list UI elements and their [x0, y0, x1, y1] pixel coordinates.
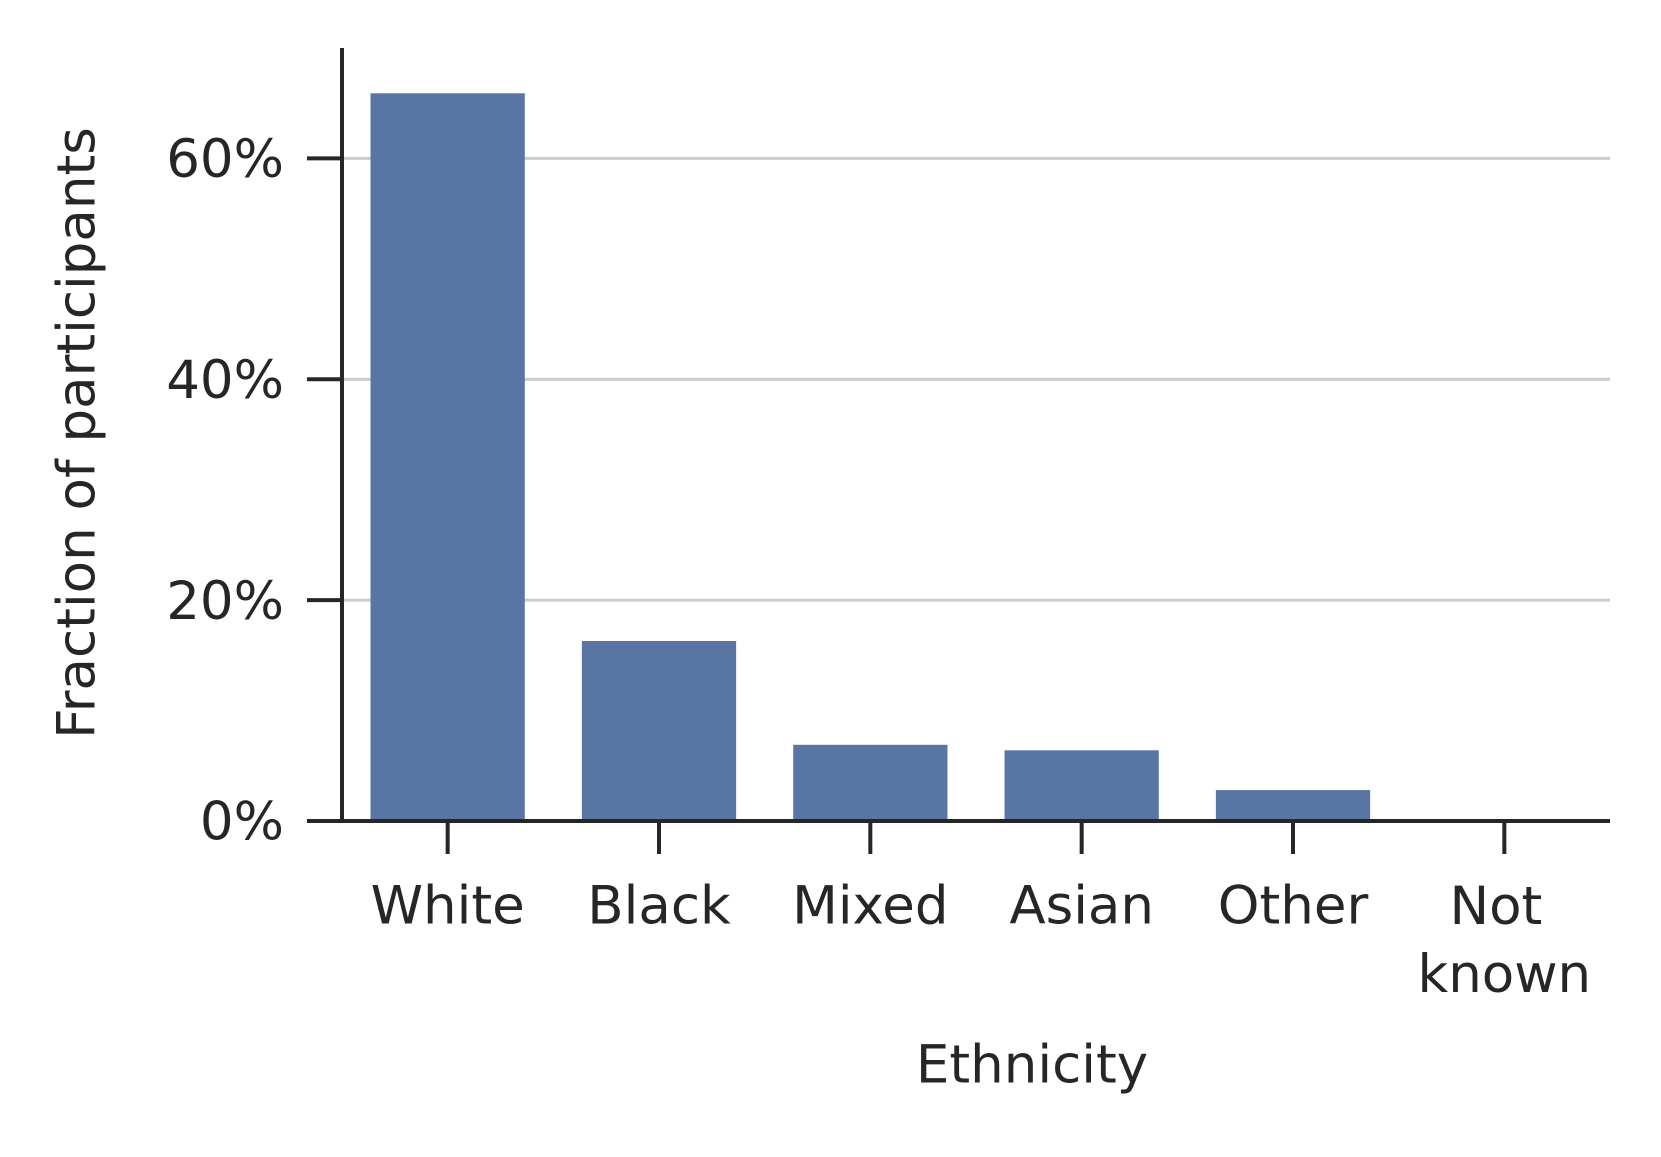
x-tick-label: Other [1218, 876, 1369, 937]
bar [793, 744, 948, 821]
x-tick-label: Mixed [792, 876, 948, 937]
y-tick-label: 0% [200, 792, 284, 853]
bar [581, 641, 737, 821]
y-tick-label: 20% [166, 571, 284, 632]
y-tick-label: 40% [166, 350, 284, 411]
x-tick-label: White [371, 876, 525, 937]
y-tick-label: 60% [166, 129, 284, 190]
bar [1004, 750, 1159, 821]
x-axis-label: Ethnicity [916, 1035, 1148, 1096]
y-axis-label: Fraction of participants [47, 127, 108, 739]
x-tick-label: Asian [1009, 876, 1154, 937]
x-tick-label: Not known [1418, 876, 1592, 1005]
x-tick-label: Black [587, 876, 731, 937]
bar [370, 93, 525, 822]
bar [1215, 790, 1371, 821]
